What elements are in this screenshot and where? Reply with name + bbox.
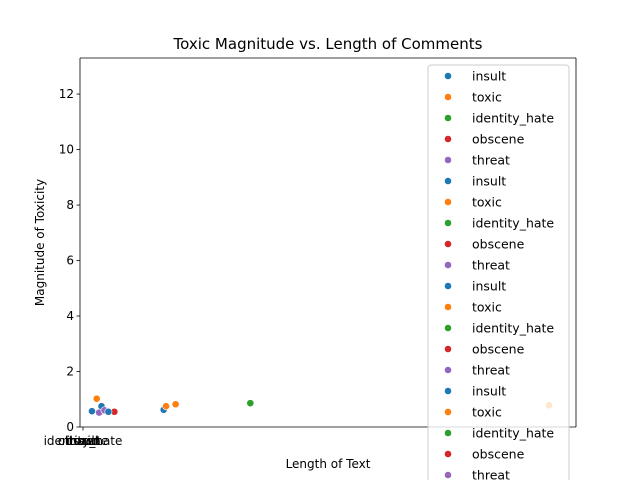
x-tick-label: insult xyxy=(67,434,100,448)
legend-marker xyxy=(444,156,452,164)
legend-label: obscene xyxy=(472,342,525,357)
y-tick-label: 0 xyxy=(66,420,74,434)
y-axis: 0 2 4 6 8 10 12 xyxy=(59,87,80,434)
legend-marker xyxy=(444,450,452,458)
legend-marker xyxy=(444,282,452,290)
legend-label: threat xyxy=(472,153,510,168)
legend-label: threat xyxy=(472,363,510,378)
legend[interactable]: insulttoxicidentity_hateobscenethreatins… xyxy=(427,64,570,480)
data-point xyxy=(104,407,113,416)
y-tick-label: 4 xyxy=(66,309,74,323)
legend-marker xyxy=(444,408,452,416)
legend-marker xyxy=(444,240,452,248)
legend-marker xyxy=(444,471,452,479)
data-point xyxy=(246,399,255,408)
legend-label: threat xyxy=(472,258,510,273)
legend-label: toxic xyxy=(472,195,502,210)
data-point xyxy=(88,407,96,416)
legend-marker xyxy=(444,429,452,437)
legend-marker xyxy=(444,198,452,206)
chart-title: Toxic Magnitude vs. Length of Comments xyxy=(173,35,483,53)
legend-marker xyxy=(444,303,452,311)
legend-frame xyxy=(427,64,570,480)
legend-marker xyxy=(444,114,452,122)
x-axis-label: Length of Text xyxy=(286,457,371,471)
legend-marker xyxy=(444,219,452,227)
y-tick-label: 6 xyxy=(66,254,74,268)
legend-label: obscene xyxy=(472,447,525,462)
data-point xyxy=(162,402,170,411)
y-tick-label: 8 xyxy=(66,198,74,212)
x-tick-label: threat xyxy=(65,434,102,448)
data-point xyxy=(92,394,101,403)
legend-marker xyxy=(444,324,452,332)
y-tick-label: 2 xyxy=(66,365,74,379)
legend-items: insulttoxicidentity_hateobscenethreatins… xyxy=(444,69,554,480)
legend-marker xyxy=(444,72,452,80)
legend-label: identity_hate xyxy=(472,321,554,336)
legend-marker xyxy=(444,93,452,101)
legend-label: identity_hate xyxy=(472,426,554,441)
legend-label: toxic xyxy=(472,300,502,315)
legend-label: insult xyxy=(472,174,506,189)
y-tick-label: 12 xyxy=(59,87,74,101)
legend-label: identity_hate xyxy=(472,216,554,231)
legend-marker xyxy=(444,261,452,269)
y-tick-label: 10 xyxy=(59,143,74,157)
legend-label: insult xyxy=(472,279,506,294)
legend-marker xyxy=(444,387,452,395)
legend-label: identity_hate xyxy=(472,111,554,126)
legend-label: insult xyxy=(472,384,506,399)
legend-label: obscene xyxy=(472,132,525,147)
legend-marker xyxy=(444,366,452,374)
legend-label: toxic xyxy=(472,405,502,420)
legend-label: toxic xyxy=(472,90,502,105)
legend-label: insult xyxy=(472,69,506,84)
y-axis-label: Magnitude of Toxicity xyxy=(33,179,47,306)
x-tick-label: identity_hate xyxy=(44,434,123,448)
legend-label: threat xyxy=(472,468,510,480)
legend-label: obscene xyxy=(472,237,525,252)
legend-marker xyxy=(444,135,452,143)
legend-marker xyxy=(444,177,452,185)
data-point xyxy=(171,400,180,409)
legend-marker xyxy=(444,345,452,353)
x-tick-label: toxic xyxy=(69,434,98,448)
x-tick-label: obscene xyxy=(58,434,108,448)
